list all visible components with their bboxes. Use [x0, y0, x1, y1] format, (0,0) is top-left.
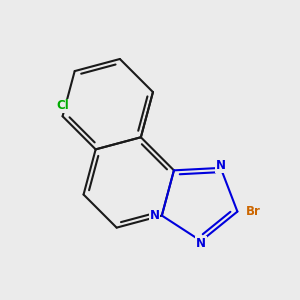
Text: Cl: Cl	[56, 100, 69, 112]
Text: Br: Br	[246, 205, 261, 218]
Text: N: N	[149, 209, 160, 222]
Text: N: N	[196, 237, 206, 250]
Text: N: N	[216, 159, 226, 172]
